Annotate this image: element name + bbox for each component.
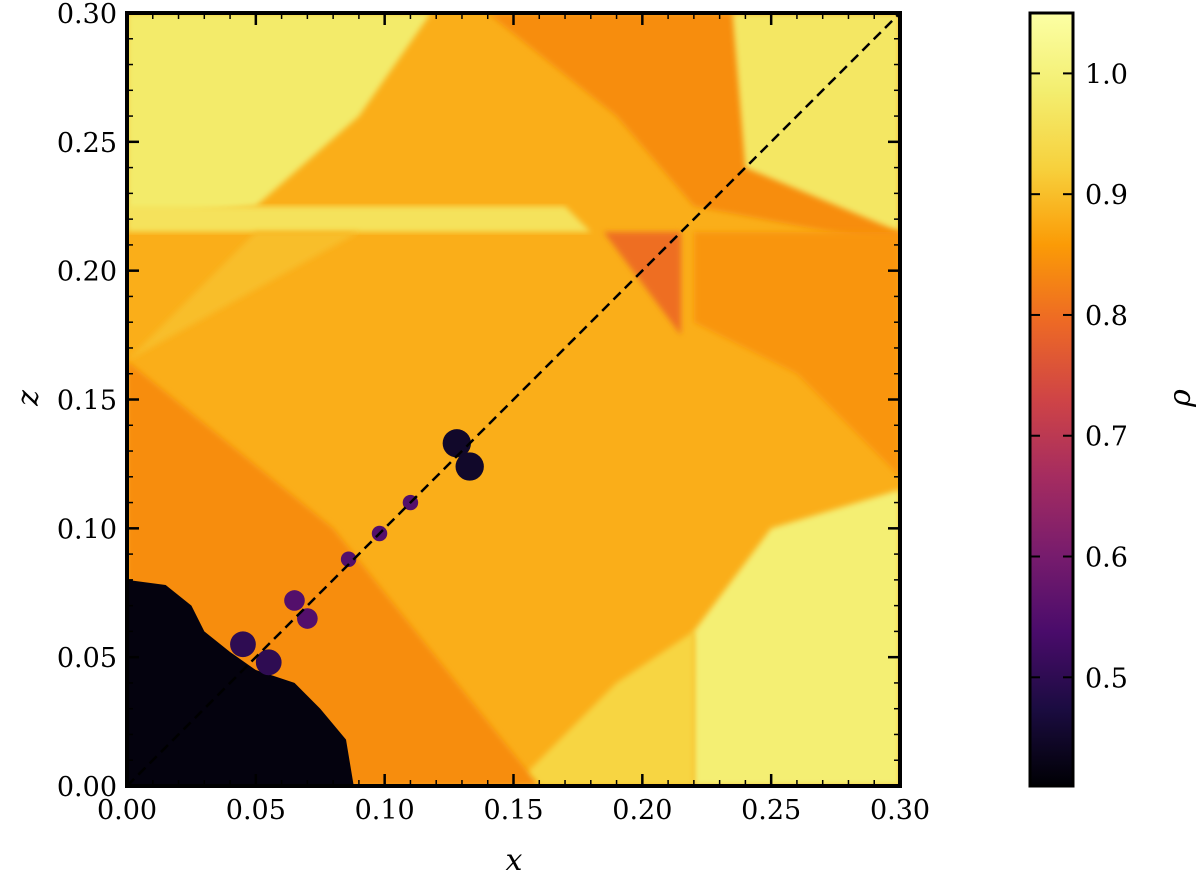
y-axis-label: z — [11, 390, 46, 407]
density-region-right-top-high — [732, 13, 900, 233]
density-region-bottom-right-mid — [513, 631, 694, 786]
y-axis-ticks: 0.00 0.05 0.10 0.15 0.20 0.25 0.30 — [57, 0, 900, 803]
colorbar: 0.5 0.6 0.7 0.8 0.9 1.0 ρ — [1028, 11, 1198, 788]
density-region-top-left-high — [127, 13, 432, 220]
density-region-dark-triangle — [603, 232, 681, 336]
density-region-right-mid-low — [693, 232, 900, 477]
y-tick-label: 0.15 — [57, 386, 117, 417]
colorbar-tick-label: 0.7 — [1085, 422, 1128, 453]
y-tick-label: 0.00 — [57, 772, 117, 803]
x-axis-label: x — [506, 843, 523, 877]
vortex-features — [230, 429, 484, 676]
x-tick-label: 0.15 — [483, 795, 543, 826]
y-tick-label: 0.30 — [57, 0, 117, 30]
colorbar-gradient — [1030, 13, 1073, 786]
colorbar-ticks: 0.5 0.6 0.7 0.8 0.9 1.0 — [1030, 59, 1128, 694]
y-tick-label: 0.20 — [57, 257, 117, 288]
vortex-0 — [442, 429, 471, 458]
diagonal-dashed-line — [126, 12, 901, 787]
x-tick-label: 0.10 — [355, 795, 415, 826]
low-density-bubble — [127, 579, 354, 786]
colorbar-tick-label: 1.0 — [1085, 59, 1128, 90]
vortex-7 — [230, 631, 256, 658]
x-axis-ticks: 0.00 0.05 0.10 0.15 0.20 0.25 0.30 — [97, 13, 930, 826]
density-region-bottom-right-high — [693, 489, 900, 786]
x-tick-label: 0.20 — [612, 795, 672, 826]
colorbar-tick-label: 0.5 — [1085, 663, 1128, 694]
vortex-4 — [340, 551, 357, 567]
colorbar-tick-label: 0.6 — [1085, 543, 1128, 574]
colorbar-label: ρ — [1163, 389, 1198, 408]
x-tick-label: 0.00 — [97, 795, 157, 826]
vortex-1 — [455, 452, 484, 481]
y-tick-label: 0.05 — [57, 643, 117, 674]
plot-area: 0.00 0.05 0.10 0.15 0.20 0.25 0.30 0.00 0.05 0.1… — [57, 0, 930, 826]
density-regions — [127, 13, 900, 786]
density-region-top-band-high — [127, 206, 591, 233]
colorbar-tick-label: 0.9 — [1085, 180, 1128, 211]
low-density-bubble-region — [127, 579, 354, 786]
vortex-6 — [297, 608, 318, 629]
x-tick-label: 0.25 — [741, 795, 801, 826]
colorbar-tick-label: 0.8 — [1085, 301, 1128, 332]
y-tick-label: 0.25 — [57, 128, 117, 159]
density-region-central-high-wedge — [127, 232, 359, 361]
x-tick-label: 0.05 — [226, 795, 286, 826]
y-tick-label: 0.10 — [57, 514, 117, 545]
x-tick-label: 0.30 — [870, 795, 930, 826]
vortex-8 — [255, 649, 282, 676]
colorbar-frame — [1028, 11, 1075, 788]
vortex-5 — [284, 590, 305, 611]
